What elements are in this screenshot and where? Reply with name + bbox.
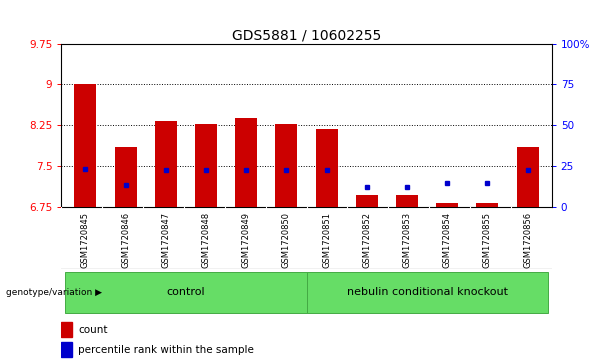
Bar [517,147,539,207]
Text: GSM1720851: GSM1720851 [322,212,331,268]
Text: GSM1720845: GSM1720845 [81,212,90,268]
Text: GSM1720850: GSM1720850 [282,212,291,268]
Bar [74,84,96,207]
Text: GSM1720848: GSM1720848 [202,212,210,268]
Text: control: control [167,287,205,297]
Bar [154,121,177,207]
Bar [396,195,418,207]
FancyBboxPatch shape [306,272,547,313]
Text: GSM1720846: GSM1720846 [121,212,130,268]
Text: GSM1720854: GSM1720854 [443,212,452,268]
Bar [235,118,257,207]
Text: GSM1720849: GSM1720849 [242,212,251,268]
Title: GDS5881 / 10602255: GDS5881 / 10602255 [232,28,381,42]
Text: GSM1720852: GSM1720852 [362,212,371,268]
Bar [275,123,297,207]
Text: GSM1720847: GSM1720847 [161,212,170,268]
Text: GSM1720855: GSM1720855 [483,212,492,268]
Bar [61,322,72,338]
Bar [316,129,338,207]
Bar [61,342,72,357]
Text: nebulin conditional knockout: nebulin conditional knockout [346,287,508,297]
Text: count: count [78,325,108,335]
Text: GSM1720853: GSM1720853 [403,212,411,268]
Text: GSM1720856: GSM1720856 [523,212,532,268]
Bar [195,123,217,207]
Bar [476,203,498,207]
Bar [436,203,459,207]
Text: genotype/variation ▶: genotype/variation ▶ [6,288,102,297]
Bar [115,147,137,207]
FancyBboxPatch shape [66,272,306,313]
Text: percentile rank within the sample: percentile rank within the sample [78,345,254,355]
Bar [356,195,378,207]
